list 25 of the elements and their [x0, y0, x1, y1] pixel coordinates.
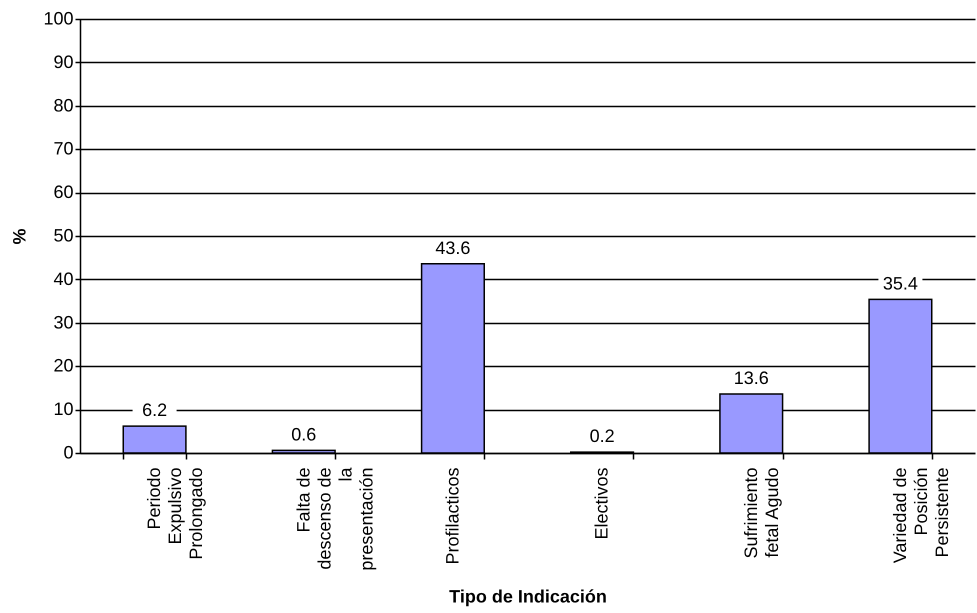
y-tick-label: 50: [53, 226, 74, 246]
x-tick-label: Falta de descenso de la presentación: [293, 466, 376, 571]
x-tick-label: Profilacticos: [442, 468, 462, 565]
x-tick-label: Periodo Expulsivo Prolongado: [144, 468, 206, 560]
y-tick-label: 70: [53, 138, 74, 159]
x-tick-label: Electivos: [592, 468, 612, 540]
y-tick-label: 30: [53, 312, 74, 332]
data-label: 0.6: [291, 424, 316, 444]
y-tick-label: 10: [53, 399, 74, 420]
data-label: 13.6: [734, 368, 769, 388]
data-label: 35.4: [882, 273, 918, 294]
data-label: 43.6: [435, 238, 470, 258]
x-tick-label: Variedad de Posición Persistente: [890, 468, 952, 564]
x-axis-title: Tipo de Indicación: [449, 586, 607, 607]
y-axis-title: %: [9, 228, 30, 245]
y-tick-label: 60: [53, 182, 74, 202]
y-tick-label: 80: [53, 95, 74, 116]
y-tick-label: 20: [53, 356, 74, 376]
y-tick-label: 100: [43, 8, 74, 28]
data-label: 6.2: [142, 400, 168, 420]
y-tick-label: 40: [53, 268, 74, 289]
x-tick-label: Sufrimiento fetal Agudo: [740, 468, 782, 559]
y-tick-label: 90: [53, 52, 74, 72]
y-tick-label: 0: [63, 442, 74, 462]
data-label: 0.2: [590, 426, 615, 446]
